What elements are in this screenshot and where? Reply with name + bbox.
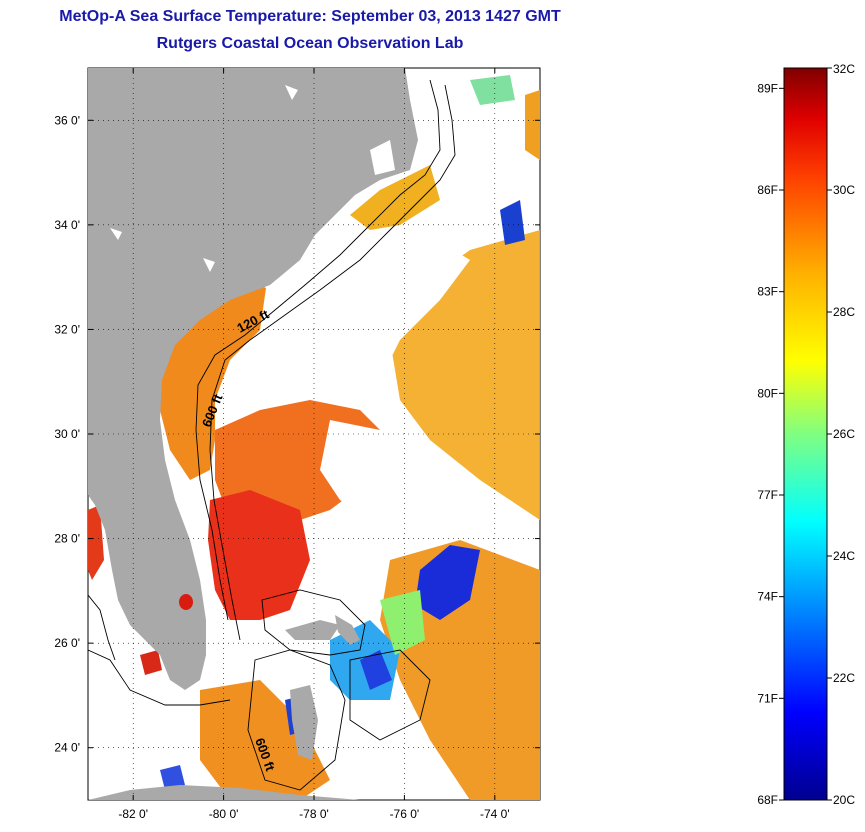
colorbar-f-label: 68F (757, 793, 778, 807)
graticule (88, 68, 540, 800)
colorbar-f-label: 83F (757, 285, 778, 299)
colorbar-ramp (783, 67, 828, 801)
sst-patch-florida-bay (140, 650, 162, 675)
colorbar-f-label: 80F (757, 386, 778, 400)
sst-patch-green-band (380, 590, 425, 655)
colorbar-f-label: 77F (757, 488, 778, 502)
colorbar-c-label: 26C (833, 427, 855, 441)
inland-water-3 (110, 228, 122, 240)
sst-patch-gulfstream (208, 490, 310, 620)
lat-tick-label: 28 0' (54, 532, 80, 546)
colorbar-f-label: 89F (757, 81, 778, 95)
lon-tick-label: -82 0' (118, 807, 148, 821)
cloud-mass-central (320, 420, 420, 520)
lat-tick-label: 30 0' (54, 427, 80, 441)
lake-okeechobee (179, 594, 193, 610)
colorbar-c-label: 28C (833, 305, 855, 319)
isobath-gulf (88, 594, 116, 661)
land-cuba (88, 785, 360, 800)
colorbar-f-label: 74F (757, 590, 778, 604)
colorbar-c-label: 20C (833, 793, 855, 807)
colorbar-f-label: 71F (757, 691, 778, 705)
longitude-axis: -82 0' -80 0' -78 0' -76 0' -74 0' (118, 68, 510, 821)
lat-tick-label: 36 0' (54, 113, 80, 127)
lon-tick-label: -80 0' (209, 807, 239, 821)
colorbar-fahrenheit-labels: 89F 86F 83F 80F 77F 74F 71F 68F (757, 81, 784, 807)
colorbar: 32C 30C 28C 26C 24C 22C 20C 89F 86F 83F 80F 77F 74F… (757, 62, 855, 807)
cloud-mass-offshore (260, 230, 470, 380)
colorbar-f-label: 86F (757, 183, 778, 197)
map-subtitle: Rutgers Coastal Ocean Observation Lab (156, 35, 464, 52)
sst-patch-keys (200, 680, 330, 800)
map-title: MetOp-A Sea Surface Temperature: Septemb… (59, 8, 561, 25)
sst-patch-cool-bahamas-2 (360, 650, 392, 690)
isobath-fl-keys (88, 649, 231, 706)
isobath-bahamas-2 (247, 649, 346, 791)
lat-tick-label: 24 0' (54, 741, 80, 755)
colorbar-c-label: 30C (833, 183, 855, 197)
isobath-600ft (209, 84, 456, 641)
isobath-bahamas-1 (261, 589, 366, 656)
sst-patch-cool-east (415, 545, 480, 620)
sst-patch-cool-bottom (160, 765, 185, 790)
land (88, 68, 418, 800)
inland-water-1 (285, 85, 298, 100)
isobath-contours (88, 79, 456, 791)
colorbar-c-label: 22C (833, 671, 855, 685)
lon-tick-label: -76 0' (390, 807, 420, 821)
lat-tick-label: 26 0' (54, 636, 80, 650)
lon-tick-label: -78 0' (299, 807, 329, 821)
land-andros (290, 685, 318, 760)
land-abaco (335, 615, 360, 645)
lat-tick-label: 32 0' (54, 322, 80, 336)
inland-water-pamlico (370, 140, 395, 175)
isobath-bahamas-3 (349, 649, 431, 741)
sst-patch-ga-shelf (160, 285, 290, 480)
sst-patch-cool-carolina (500, 200, 525, 245)
colorbar-c-label: 32C (833, 62, 855, 76)
land-us-east-coast (88, 68, 418, 690)
colorbar-c-label: 24C (833, 549, 855, 563)
latitude-axis: 36 0' 34 0' 32 0' 30 0' 28 0' 26 0' 24 0' (54, 113, 540, 755)
sst-patch-ne-corner (470, 75, 515, 105)
lat-tick-label: 34 0' (54, 218, 80, 232)
colorbar-celsius-labels: 32C 30C 28C 26C 24C 22C 20C (827, 62, 855, 807)
isobath-120ft (195, 79, 441, 621)
sst-patch-ne-edge (525, 90, 540, 160)
lon-tick-label: -74 0' (480, 807, 510, 821)
inland-water-2 (203, 258, 215, 272)
land-grand-bahama (285, 620, 340, 640)
sst-patch-gulf-west (88, 505, 104, 580)
